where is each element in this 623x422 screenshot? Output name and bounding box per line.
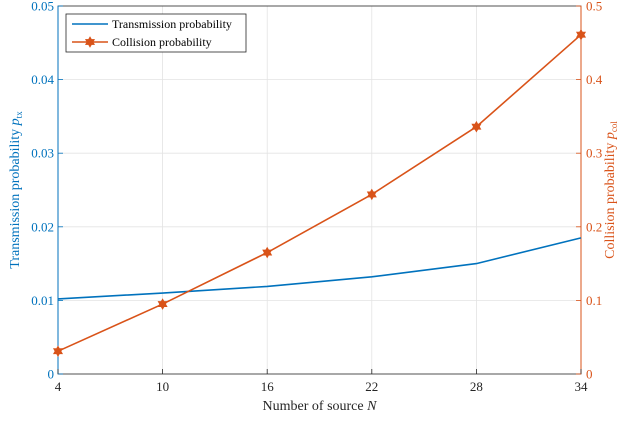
axis-ticks: 4 10 16 22 28 3400.010.020.030.040.0500.10.20… — [31, 0, 603, 394]
x-tick-label: 16 — [261, 379, 275, 394]
x-axis-label: Number of source N — [263, 399, 378, 414]
x-tick-label: 10 — [156, 379, 169, 394]
series-line-collision — [57, 34, 582, 352]
data-point-collision — [575, 28, 587, 41]
data-point-collision — [366, 188, 377, 201]
data-series — [52, 28, 587, 357]
left-y-tick-label: 0.05 — [31, 0, 54, 14]
right-y-tick-label: 0.5 — [586, 0, 602, 14]
left-y-tick-label: 0.04 — [31, 72, 54, 87]
left-y-tick-label: 0.02 — [31, 219, 54, 234]
x-tick-label: 28 — [470, 379, 483, 394]
plot-area-frame — [57, 5, 582, 375]
data-point-collision — [471, 120, 482, 133]
right-y-tick-label: 0 — [586, 367, 593, 382]
left-y-tick-label: 0 — [48, 367, 55, 382]
series-line-transmission — [57, 237, 582, 300]
legend: Transmission probability Collision proba… — [65, 13, 247, 53]
x-tick-label: 22 — [365, 379, 378, 394]
data-point-collision — [157, 298, 168, 310]
left-y-tick-label: 0.01 — [31, 293, 54, 308]
left-y-tick-label: 0.03 — [31, 146, 54, 161]
right-y-axis-label: Collision probability pcol — [603, 121, 619, 259]
x-tick-label: 34 — [575, 379, 589, 394]
left-y-axis-label: Transmission probability ptx — [8, 111, 24, 269]
right-y-tick-label: 0.2 — [586, 219, 602, 234]
legend-hexagram-icon — [84, 36, 96, 48]
legend-box — [65, 13, 247, 53]
grid-lines — [58, 6, 581, 374]
x-tick-label: 4 — [55, 379, 62, 394]
right-y-tick-label: 0.1 — [586, 293, 602, 308]
legend-label-transmission: Transmission probability — [112, 17, 232, 31]
legend-marker-collision — [84, 36, 96, 48]
data-point-collision — [52, 345, 64, 357]
data-point-collision — [262, 246, 273, 259]
right-y-tick-label: 0.4 — [586, 72, 603, 87]
right-y-tick-label: 0.3 — [586, 146, 602, 161]
legend-label-collision: Collision probability — [112, 35, 212, 49]
